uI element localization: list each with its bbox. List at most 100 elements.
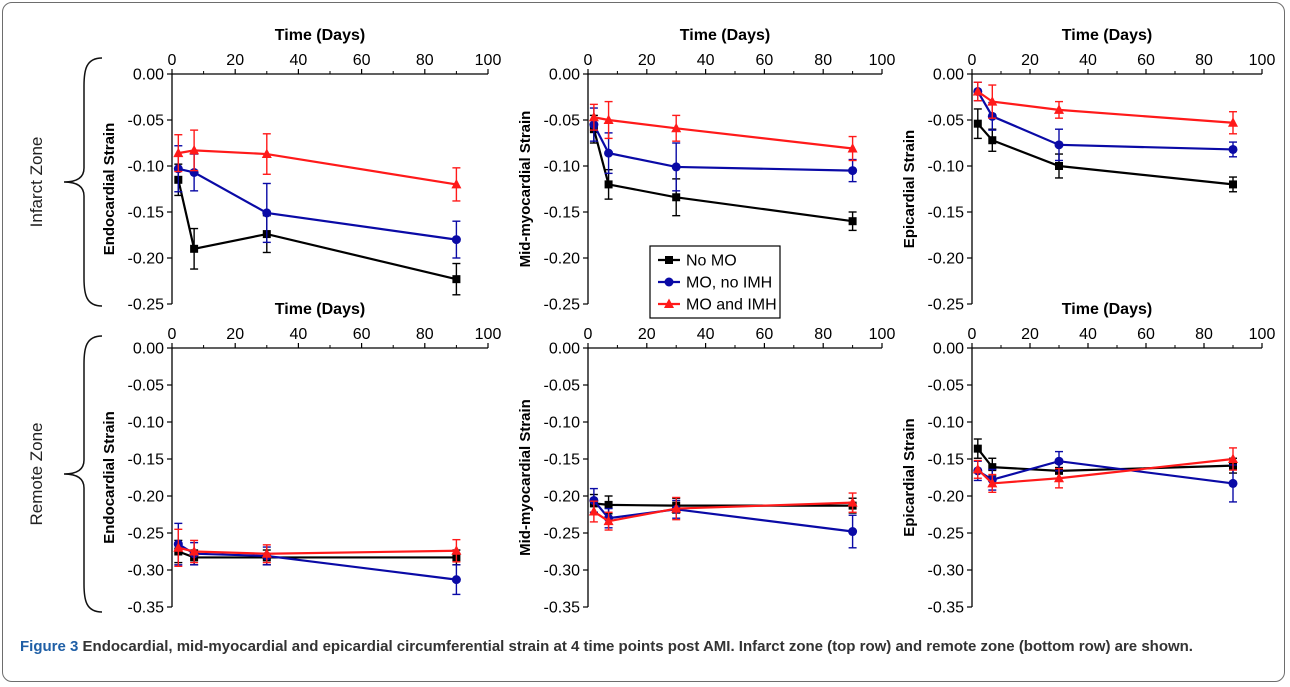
series-line xyxy=(593,116,853,150)
series-line xyxy=(178,149,457,186)
y-tick-label: 0.00 xyxy=(933,67,964,84)
y-tick-label: -0.20 xyxy=(928,251,965,268)
marker-square xyxy=(604,500,613,509)
marker-triangle xyxy=(1228,453,1238,463)
figure-canvas: Infarct Zone Remote Zone 0 20 40 60 80 100 Time … xyxy=(27,27,1276,617)
x-tick-label: 0 xyxy=(584,52,593,69)
x-tick-label: 40 xyxy=(1079,326,1097,343)
caption-label: Figure 3 xyxy=(20,638,79,655)
marker-triangle xyxy=(173,542,184,552)
x-tick-label: 80 xyxy=(814,326,832,343)
marker-square xyxy=(1055,162,1063,170)
y-axis-label: Mid-myocardial Strain xyxy=(517,399,534,556)
y-tick-label: -0.05 xyxy=(544,113,581,130)
y-tick-label: -0.05 xyxy=(128,113,165,130)
x-tick-label: 20 xyxy=(638,52,656,69)
y-tick-label: 0.00 xyxy=(933,341,964,358)
x-tick-label: 80 xyxy=(1195,52,1213,69)
marker-circle xyxy=(848,166,858,176)
x-tick-label: 100 xyxy=(475,52,502,69)
marker-circle xyxy=(262,208,272,218)
marker-square xyxy=(190,244,199,253)
marker-triangle xyxy=(1228,117,1238,127)
x-axis-label: Time (Days) xyxy=(680,27,770,44)
x-tick-label: 80 xyxy=(814,52,832,69)
marker-circle xyxy=(451,235,461,245)
x-axis-label: Time (Days) xyxy=(275,301,365,318)
marker-triangle xyxy=(847,497,858,507)
zone-label: Remote Zone xyxy=(27,423,46,526)
marker-triangle xyxy=(671,122,682,133)
y-tick-label: -0.20 xyxy=(544,489,581,506)
y-tick-label: -0.25 xyxy=(928,526,965,543)
y-axis-label: Endocardial Strain xyxy=(101,411,118,544)
marker-triangle xyxy=(1054,104,1064,114)
y-tick-label: -0.20 xyxy=(928,489,965,506)
marker-circle xyxy=(1054,140,1064,150)
marker-circle xyxy=(664,277,674,287)
marker-square xyxy=(848,217,857,226)
marker-square xyxy=(988,136,997,145)
x-tick-label: 60 xyxy=(1137,326,1155,343)
series-line xyxy=(592,128,853,223)
y-tick-label: 0.00 xyxy=(549,67,580,84)
x-tick-label: 0 xyxy=(968,52,977,69)
series-line xyxy=(976,122,1234,186)
marker-triangle xyxy=(664,298,674,308)
series-line xyxy=(178,546,457,555)
caption-text: Endocardial, mid-myocardial and epicardi… xyxy=(82,638,1193,655)
x-tick-label: 40 xyxy=(1079,52,1097,69)
y-tick-label: -0.20 xyxy=(128,251,165,268)
x-tick-label: 0 xyxy=(168,52,177,69)
x-tick-label: 60 xyxy=(353,326,371,343)
y-tick-label: -0.05 xyxy=(928,113,965,130)
marker-circle xyxy=(1228,144,1238,154)
marker-triangle xyxy=(847,143,858,153)
y-tick-label: -0.05 xyxy=(128,378,165,395)
x-tick-label: 60 xyxy=(756,52,774,69)
marker-square xyxy=(672,193,681,202)
marker-triangle xyxy=(1054,472,1064,483)
y-tick-label: 0.00 xyxy=(133,67,164,84)
marker-triangle xyxy=(603,114,614,124)
x-tick-label: 20 xyxy=(638,326,656,343)
x-tick-label: 100 xyxy=(869,52,896,69)
y-tick-label: -0.15 xyxy=(928,205,965,222)
y-axis-label: Epicardial Strain xyxy=(901,130,918,248)
series-line xyxy=(177,179,457,281)
x-axis-label: Time (Days) xyxy=(1062,301,1152,318)
y-tick-label: -0.15 xyxy=(544,452,581,469)
marker-circle xyxy=(589,495,599,505)
zone-brace xyxy=(63,57,103,307)
y-tick-label: -0.25 xyxy=(128,526,165,543)
marker-triangle xyxy=(261,148,272,159)
series-line xyxy=(977,457,1234,485)
x-tick-label: 100 xyxy=(869,326,896,343)
marker-triangle xyxy=(987,96,998,106)
x-tick-label: 100 xyxy=(1249,326,1276,343)
marker-square xyxy=(604,180,613,189)
marker-square xyxy=(988,463,997,472)
x-tick-label: 100 xyxy=(475,326,502,343)
marker-triangle xyxy=(189,546,200,556)
y-tick-label: -0.15 xyxy=(544,205,581,222)
y-tick-label: -0.10 xyxy=(928,415,965,432)
y-tick-label: 0.00 xyxy=(133,341,164,358)
marker-circle xyxy=(451,575,461,585)
zone-label: Infarct Zone xyxy=(27,137,46,228)
marker-circle xyxy=(1054,456,1064,466)
marker-triangle xyxy=(972,463,983,474)
series-line xyxy=(177,550,457,559)
x-tick-label: 40 xyxy=(290,52,308,69)
y-tick-label: -0.35 xyxy=(544,600,581,617)
marker-triangle xyxy=(451,178,462,189)
marker-triangle xyxy=(588,111,599,122)
x-tick-label: 60 xyxy=(353,52,371,69)
y-tick-label: -0.35 xyxy=(128,600,165,617)
legend-entry: No MO xyxy=(686,253,737,270)
x-tick-label: 60 xyxy=(1137,52,1155,69)
y-axis-label: Epicardial Strain xyxy=(901,418,918,536)
y-tick-label: -0.05 xyxy=(544,378,581,395)
marker-triangle xyxy=(671,503,682,513)
